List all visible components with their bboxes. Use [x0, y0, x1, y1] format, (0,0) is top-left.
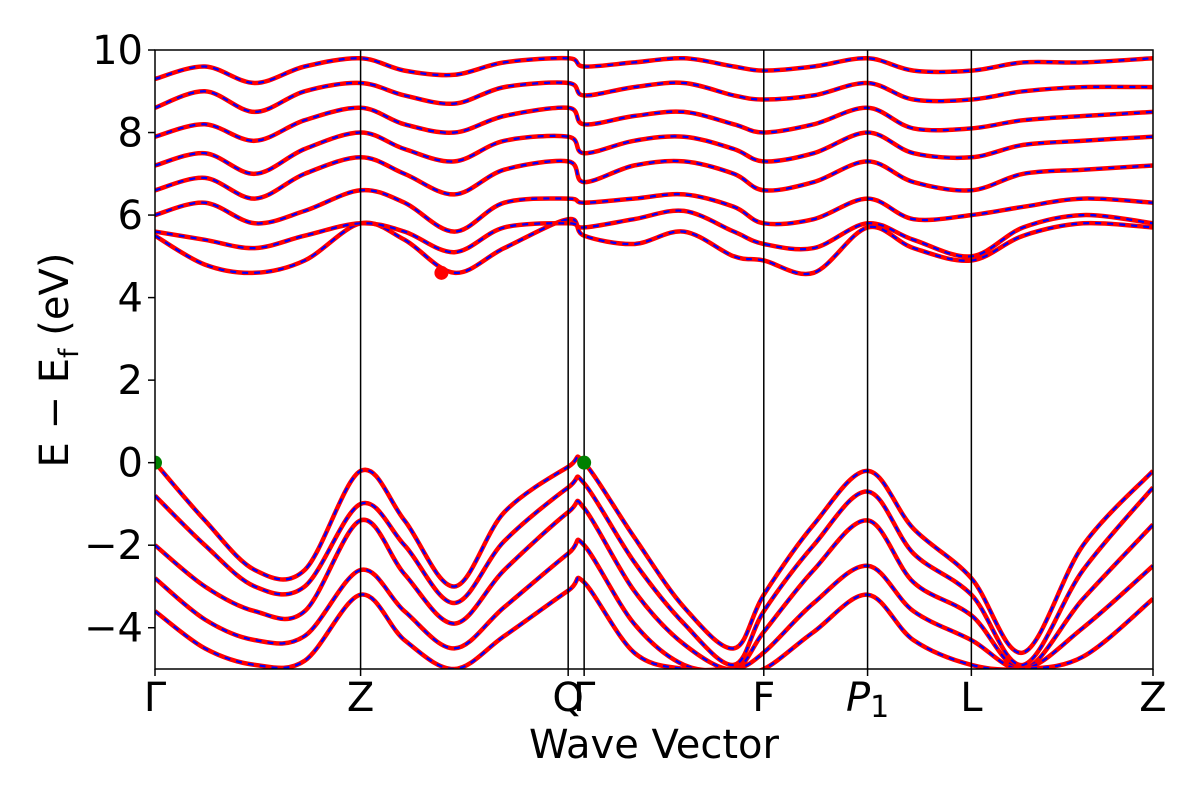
x-tick-label-6: L — [960, 675, 983, 721]
y-axis-title-main: E − E — [32, 358, 78, 468]
band-7-dashed — [155, 189, 1153, 233]
y-tick-label-6: 8 — [118, 111, 143, 157]
y-tick-label-1: −2 — [84, 523, 143, 569]
x-axis-ticks: Γ Z QΓ F P1 L Z — [144, 669, 1167, 725]
band-9-dashed — [155, 131, 1153, 175]
y-axis-title: E − Ef (eV) — [32, 253, 85, 468]
y-tick-label-3: 2 — [118, 358, 143, 404]
y-tick-label-7: 10 — [92, 28, 143, 74]
x-tick-label-4: F — [752, 675, 775, 721]
plot-frame — [154, 49, 1154, 670]
band-12-dashed — [155, 57, 1153, 85]
extrema-markers — [155, 265, 592, 470]
extremum-marker-1 — [155, 455, 162, 470]
x-axis-title: Wave Vector — [529, 722, 780, 768]
y-tick-label-4: 4 — [118, 276, 143, 322]
x-tick-label-0: Γ — [144, 675, 167, 721]
band-6-dashed — [155, 209, 1153, 258]
x-tick-label-7: Z — [1139, 675, 1166, 721]
x-tick-label-3: Γ — [573, 675, 596, 721]
y-axis-title-unit: (eV) — [32, 253, 78, 349]
bands-layer — [155, 55, 1153, 669]
band-1-dashed — [155, 475, 1153, 667]
band-3-dashed — [155, 538, 1153, 669]
y-axis-ticks: −4 −2 0 2 4 6 8 10 — [84, 28, 155, 652]
y-tick-label-5: 6 — [118, 193, 143, 239]
band-10-dashed — [155, 106, 1153, 142]
y-axis-title-sub: f — [54, 347, 85, 358]
band-2-dashed — [155, 499, 1153, 669]
x-tick-label-2: Q — [552, 675, 583, 721]
band-11-dashed — [155, 81, 1153, 114]
high-symmetry-lines — [359, 50, 973, 669]
band-5-dashed — [155, 218, 1153, 276]
y-tick-label-0: −4 — [84, 606, 143, 652]
y-tick-label-2: 0 — [118, 441, 143, 487]
x-tick-label-1: Z — [347, 675, 374, 721]
x-tick-label-5: P1 — [846, 675, 889, 725]
extremum-marker-0 — [434, 265, 449, 280]
extremum-marker-2 — [577, 455, 592, 470]
band-4-dashed — [155, 576, 1153, 669]
band-8-dashed — [155, 156, 1153, 200]
